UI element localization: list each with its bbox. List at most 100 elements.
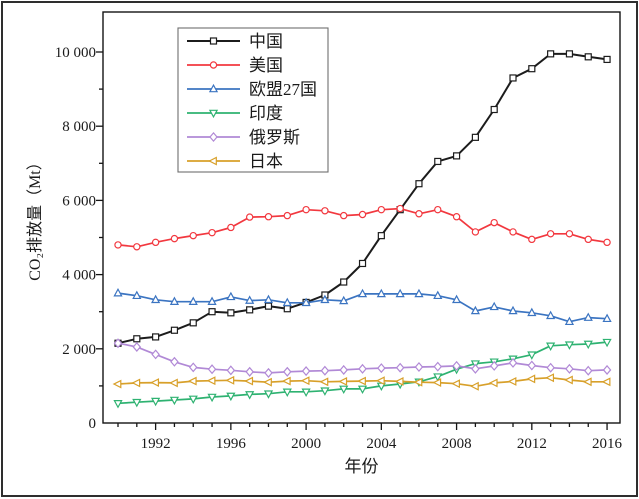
triangle-down-marker-icon (339, 385, 349, 395)
diamond-marker-icon (414, 361, 424, 373)
square-marker-icon (565, 50, 574, 58)
triangle-down-marker-icon (527, 351, 537, 360)
square-marker-icon (434, 157, 442, 166)
diamond-marker-icon (565, 363, 574, 374)
circle-marker-icon (471, 228, 480, 236)
triangle-left-marker-icon (206, 376, 216, 386)
triangle-left-marker-icon (300, 376, 310, 386)
circle-marker-icon (189, 231, 197, 240)
triangle-up-marker-icon (395, 288, 405, 298)
circle-marker-icon (209, 61, 218, 69)
triangle-left-marker-icon (582, 377, 592, 387)
triangle-down-marker-icon (226, 392, 236, 402)
triangle-left-marker-icon (319, 377, 329, 387)
triangle-left-marker-icon (244, 376, 254, 386)
triangle-left-marker-icon (545, 373, 555, 383)
triangle-up-marker-icon (564, 316, 575, 326)
triangle-left-marker-icon (394, 376, 404, 386)
circle-marker-icon (528, 235, 536, 244)
triangle-down-marker-icon (188, 395, 198, 405)
triangle-down-marker-icon (151, 397, 161, 407)
triangle-up-marker-icon (151, 294, 161, 304)
diamond-marker-icon (207, 364, 217, 375)
legend-label: 美国 (249, 56, 283, 75)
legend-label: 中国 (249, 32, 283, 51)
triangle-left-marker-icon (357, 376, 366, 386)
circle-marker-icon (151, 238, 160, 247)
circle-marker-icon (415, 210, 423, 218)
diamond-marker-icon (170, 356, 179, 367)
y-tick-label: 2 000 (62, 342, 96, 358)
circle-marker-icon (114, 241, 122, 249)
circle-marker-icon (452, 213, 461, 221)
diamond-marker-icon (188, 362, 198, 373)
square-marker-icon (471, 133, 479, 141)
diamond-marker-icon (320, 365, 330, 376)
triangle-up-marker-icon (357, 288, 368, 298)
circle-marker-icon (377, 205, 386, 214)
triangle-up-marker-icon (301, 297, 311, 307)
square-marker-icon (189, 319, 197, 327)
circle-marker-icon (283, 211, 291, 220)
square-marker-icon (528, 65, 536, 73)
triangle-left-marker-icon (281, 376, 291, 386)
triangle-left-marker-icon (131, 378, 141, 388)
triangle-up-marker-icon (245, 295, 255, 304)
triangle-up-marker-icon (339, 295, 349, 305)
x-tick-label: 1992 (141, 436, 171, 452)
triangle-left-marker-icon (338, 376, 348, 386)
diamond-marker-icon (264, 367, 273, 378)
legend-box (177, 27, 329, 173)
x-tick-label: 2004 (366, 436, 397, 452)
x-tick-label: 2008 (442, 436, 472, 452)
triangle-down-marker-icon (564, 341, 575, 350)
y-tick-label: 8 000 (62, 119, 96, 135)
square-marker-icon (227, 309, 235, 317)
circle-marker-icon (264, 213, 273, 221)
triangle-left-marker-icon (187, 376, 197, 386)
y-tick-label: 10 000 (55, 45, 96, 61)
triangle-left-marker-icon (488, 378, 498, 388)
triangle-up-marker-icon (470, 305, 481, 315)
square-marker-icon (603, 55, 611, 64)
triangle-up-marker-icon (263, 294, 274, 304)
square-marker-icon (264, 302, 273, 310)
diamond-marker-icon (377, 363, 386, 374)
triangle-down-marker-icon (132, 398, 142, 408)
triangle-up-marker-icon (583, 312, 593, 321)
diamond-marker-icon (508, 357, 518, 368)
diamond-marker-icon (489, 360, 499, 371)
triangle-up-marker-icon (489, 301, 499, 311)
triangle-up-marker-icon (282, 297, 292, 307)
circle-marker-icon (321, 207, 329, 215)
circle-marker-icon (302, 205, 310, 214)
triangle-up-marker-icon (226, 291, 236, 301)
triangle-down-marker-icon (282, 388, 292, 397)
square-marker-icon (283, 305, 291, 313)
triangle-up-marker-icon (113, 287, 123, 297)
diamond-marker-icon (452, 360, 461, 371)
circle-marker-icon (245, 213, 254, 221)
triangle-left-marker-icon (375, 376, 385, 386)
square-marker-icon (133, 335, 141, 343)
square-marker-icon (340, 278, 348, 286)
legend-label: 俄罗斯 (249, 128, 300, 147)
diamond-marker-icon (113, 338, 123, 349)
square-marker-icon (452, 152, 461, 160)
triangle-up-marker-icon (414, 288, 424, 298)
circle-marker-icon (133, 243, 141, 251)
triangle-down-marker-icon (602, 338, 612, 348)
triangle-left-marker-icon (225, 375, 235, 385)
diamond-marker-icon (226, 365, 236, 376)
y-axis-title: CO₂排放量（Mt） (26, 154, 44, 280)
diamond-marker-icon (301, 366, 311, 377)
square-marker-icon (209, 37, 218, 45)
circle-marker-icon (340, 211, 348, 220)
triangle-down-marker-icon (207, 393, 217, 403)
circle-marker-icon (208, 228, 216, 237)
y-tick-label: 0 (89, 416, 97, 432)
square-marker-icon (490, 105, 498, 114)
